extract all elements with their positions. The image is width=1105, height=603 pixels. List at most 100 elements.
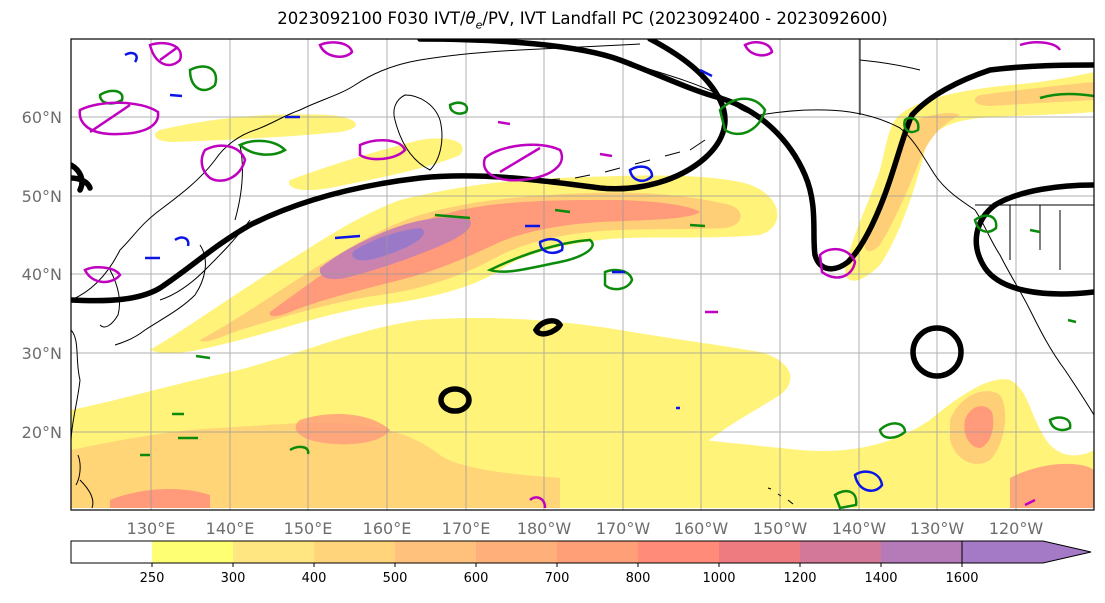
ivt-ar-mid [200,192,741,342]
ivt-se-strong [1010,463,1094,508]
pv-blue-4 [174,236,190,247]
lon-label: 140°E [206,519,255,538]
pv-green-8 [833,489,858,510]
colorbar-tick-label: 1000 [702,571,735,586]
pv-magenta-7 [148,41,182,67]
lon-label: 160°W [674,519,729,538]
lon-label: 120°W [989,519,1044,538]
lat-label: 50°N [22,187,62,206]
colorbar-extend-arrow [961,540,1092,564]
lat-label: 60°N [22,108,62,127]
colorbar-tick-label: 300 [221,571,246,586]
theta-e-mid-north [71,175,93,191]
colorbar-tick-label: 600 [464,571,489,586]
title-prefix: 2023092100 F030 IVT/ [277,9,466,28]
map-frame [70,38,1095,511]
pv-green-15 [140,208,1077,457]
colorbar-segment [395,541,477,563]
lon-label: 150°W [753,519,808,538]
pv-magenta-5 [818,247,857,279]
colorbar-segment [557,541,639,563]
ivt-nw-light [155,114,357,142]
coast-japan [114,244,206,346]
colorbar-segment [314,541,396,563]
lon-label: 160°E [363,519,412,538]
pv-magenta-contours [78,41,1062,509]
pv-magenta-1 [482,143,563,182]
map-gridlines [71,39,1094,510]
colorbar-segment [719,541,801,563]
pv-magenta-hatch [89,45,541,174]
pv-magenta-6 [83,266,122,284]
coast-bc [974,209,1094,416]
colorbar-tick-label: 500 [383,571,408,586]
colorbar-tick-label: 800 [626,571,651,586]
colorbar-tick-label: 700 [545,571,570,586]
pv-blue-2 [538,238,564,254]
theta-e-nw [71,162,85,193]
pv-green-9 [973,214,998,233]
ivt-plume-mid [864,113,960,252]
coast-korea [99,269,121,328]
theta-e-main [71,39,728,304]
ivt-shading [71,72,1094,508]
pv-blue-5 [124,51,138,63]
pv-green-13 [98,89,124,105]
colorbar-segment [152,541,234,563]
figure-title: 2023092100 F030 IVT/θe/PV, IVT Landfall … [0,9,1105,31]
lon-label: 130°E [127,519,176,538]
lat-label: 40°N [22,265,62,284]
colorbar-segment [233,541,315,563]
colorbar-tick-label: 400 [302,571,327,586]
map-panel [71,39,1094,510]
pv-green-contours [98,65,1094,510]
pv-magenta-2 [78,101,160,136]
coast-arctic [859,39,921,115]
colorbar-tick-label: 1200 [783,571,816,586]
lon-label: 180°W [517,519,572,538]
theta-e-east [973,182,1094,297]
title-theta-sub: e [475,18,483,32]
pv-green-4 [718,97,767,136]
ivt-hawaii-mid [295,414,390,445]
coast-asia [71,43,641,301]
lat-label: 20°N [22,423,62,442]
colorbar-segment [638,541,720,563]
pv-magenta-8 [318,41,354,58]
ivt-ne-mid [974,82,1094,106]
border-us-canada [975,204,1094,270]
coast-kamchatka [393,94,443,171]
pv-magenta-10 [743,41,774,57]
lat-label: 30°N [22,344,62,363]
title-suffix: /PV, IVT Landfall PC (2023092400 - 20230… [482,9,888,28]
pv-green-5 [188,65,218,92]
colorbar-tick-label: 1400 [864,571,897,586]
colorbar: 250 300 400 500 600 700 800 1000 1200 1400 1600 [70,540,1092,586]
ivt-subtropic-mid [71,422,560,508]
pv-magenta-4 [358,139,407,161]
ivt-ar-max [352,228,424,261]
pv-blue-1 [628,165,654,183]
pv-green-3 [237,139,288,156]
lon-label: 170°W [596,519,651,538]
theta-e-closed-3 [532,318,564,337]
colorbar-segment [881,541,963,563]
lon-label: 140°W [832,519,887,538]
theta-e-trough [417,39,1094,272]
pv-blue-3 [853,470,884,492]
pv-green-14 [289,445,310,455]
pv-green-1 [486,238,594,273]
coast-taiwan [75,454,81,486]
pv-green-11 [1039,92,1094,100]
theta-e-closed-1 [438,386,472,414]
pv-green-2 [603,268,634,291]
pv-magenta-12 [497,120,1036,507]
coast-hawaii [767,487,794,505]
pv-magenta-3 [200,144,247,182]
title-theta: θ [465,9,476,28]
latitude-labels: 60°N 50°N 40°N 30°N 20°N [22,108,62,442]
longitude-labels: 130°E 140°E 150°E 160°E 170°E 180°W 170°… [127,519,1044,538]
theta-e-contours [71,39,1094,414]
pv-blue-6 [145,68,713,410]
